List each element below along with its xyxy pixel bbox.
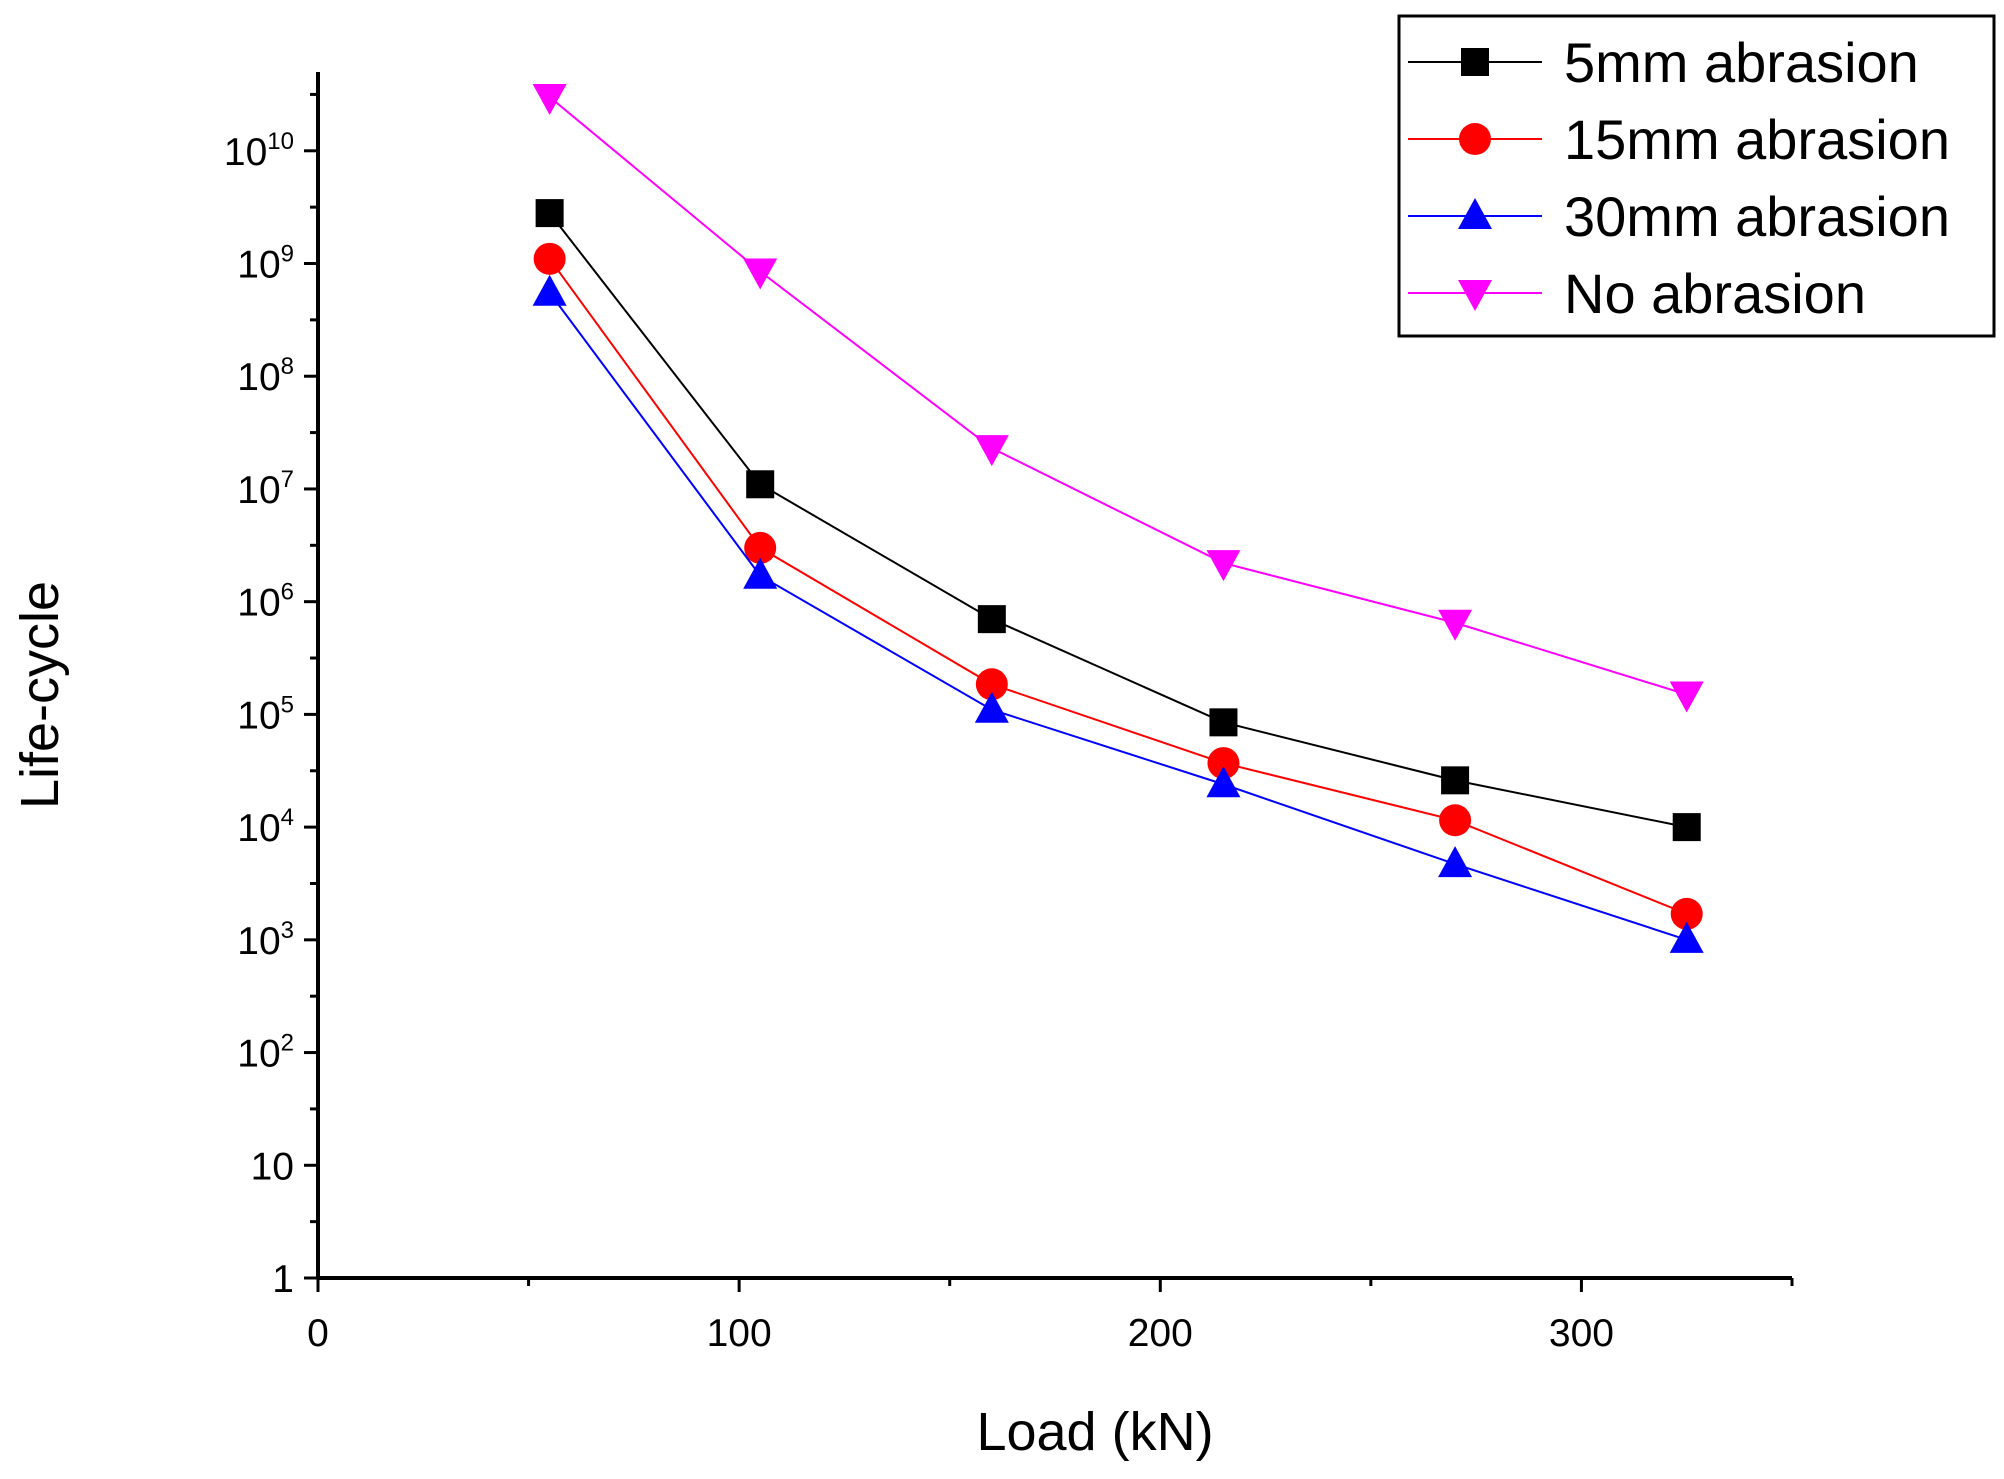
y-tick-label: 105 xyxy=(237,691,294,737)
data-point xyxy=(535,199,564,228)
legend-marker xyxy=(1458,198,1492,229)
x-axis-title: Load (kN) xyxy=(976,1402,1213,1462)
data-point xyxy=(1670,897,1703,930)
x-tick-label: 300 xyxy=(1549,1312,1614,1355)
series-line xyxy=(548,212,1687,829)
series-line xyxy=(548,292,1688,941)
data-point xyxy=(1439,804,1472,837)
y-tick-label: 10 xyxy=(251,1145,294,1188)
y-tick-label: 106 xyxy=(237,579,294,625)
data-point xyxy=(1438,609,1473,641)
y-tick-label: 1010 xyxy=(224,128,294,174)
data-point xyxy=(533,242,566,275)
legend-label: 5mm abrasion xyxy=(1564,31,1919,94)
data-point xyxy=(977,605,1006,634)
data-point xyxy=(744,531,777,564)
data-point xyxy=(1209,708,1238,737)
data-point xyxy=(1438,846,1473,878)
y-axis-title: Life-cycle xyxy=(10,581,70,809)
series-layer xyxy=(532,84,1704,953)
legend-marker xyxy=(1458,280,1492,311)
legend-box xyxy=(1397,14,1996,338)
legend-marker xyxy=(1459,123,1491,155)
data-point xyxy=(1206,550,1241,582)
series-line xyxy=(548,258,1688,915)
y-tick-label: 102 xyxy=(237,1030,294,1076)
data-point xyxy=(974,691,1009,723)
y-tick-label: 1 xyxy=(272,1258,294,1301)
data-point xyxy=(1207,747,1240,780)
legend-label: No abrasion xyxy=(1564,262,1866,325)
data-point xyxy=(746,470,775,499)
data-point xyxy=(1669,681,1704,713)
data-point xyxy=(532,274,567,306)
series-0 xyxy=(535,199,1701,842)
x-tick-label: 0 xyxy=(307,1312,329,1355)
data-point xyxy=(1206,766,1241,798)
data-point xyxy=(1672,813,1701,842)
y-tick-label: 103 xyxy=(237,917,294,963)
y-tick-label: 108 xyxy=(237,353,294,399)
axes: 0 100 200 300 1 10 102 103 104 105 106 107 108 109 101… xyxy=(224,72,1794,1355)
data-point xyxy=(975,668,1008,701)
data-point xyxy=(743,258,778,290)
y-tick-label: 107 xyxy=(237,466,294,512)
x-tick-label: 100 xyxy=(707,1312,772,1355)
legend-marker xyxy=(1461,48,1489,76)
data-point xyxy=(1441,766,1470,795)
data-point xyxy=(974,435,1009,467)
legend: 5mm abrasion 15mm abrasion 30mm abrasion No… xyxy=(1397,14,1996,338)
legend-label: 15mm abrasion xyxy=(1564,108,1950,171)
legend-label: 30mm abrasion xyxy=(1564,185,1950,248)
data-point xyxy=(1669,921,1704,953)
series-2 xyxy=(532,274,1704,953)
series-line xyxy=(548,96,1688,696)
y-tick-label: 104 xyxy=(237,804,294,850)
data-point xyxy=(743,557,778,589)
series-1 xyxy=(533,242,1703,930)
x-tick-label: 200 xyxy=(1128,1312,1193,1355)
y-tick-label: 109 xyxy=(237,241,294,287)
data-point xyxy=(532,84,567,116)
series-3 xyxy=(532,84,1704,713)
